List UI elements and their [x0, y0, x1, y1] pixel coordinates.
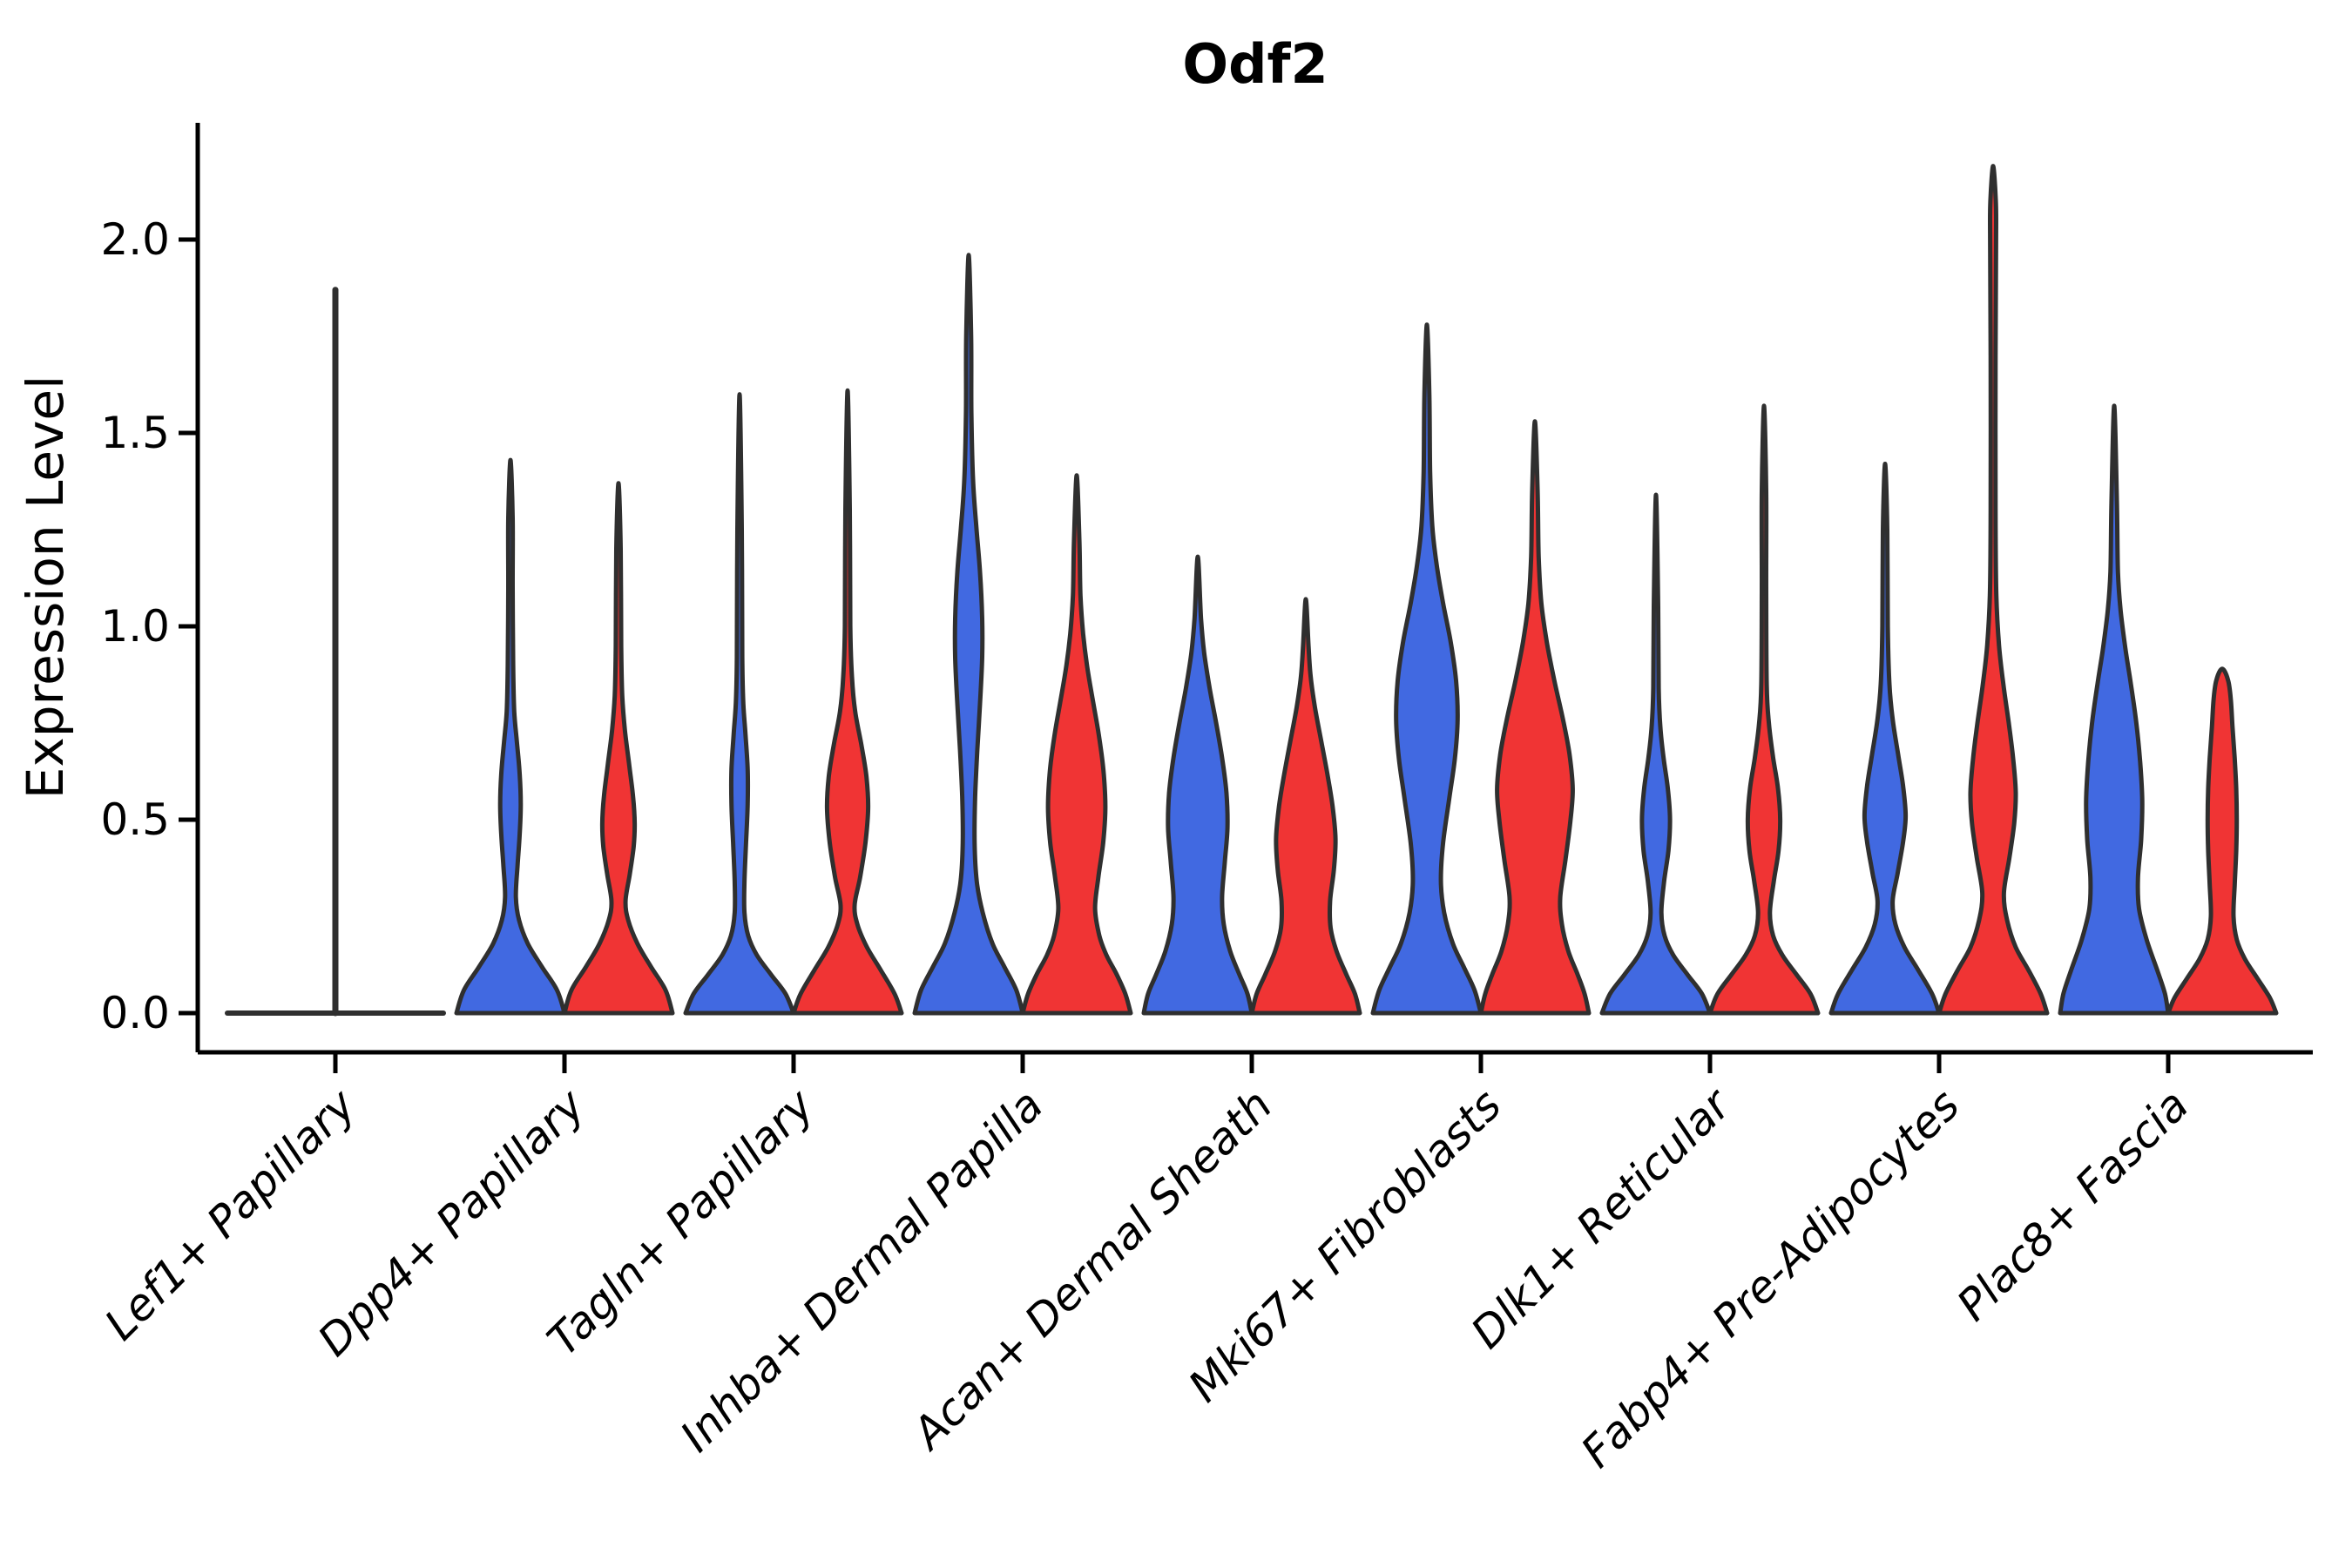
axes-layer: [179, 123, 2313, 1073]
violin-layer: [225, 164, 2279, 1017]
violin-left-dlk1-reticular: [1599, 492, 1713, 1016]
violin-right-tagln-papillary: [791, 388, 904, 1016]
y-tick-label: 1.5: [100, 408, 170, 458]
violin-left-inhba-dermal-papilla: [912, 253, 1025, 1016]
y-axis-label: Expression Level: [16, 375, 75, 799]
y-tick-label: 0.5: [100, 794, 170, 845]
x-tick-label: Lef1+ Papillary: [95, 1078, 366, 1349]
violin-right-dlk1-reticular: [1707, 403, 1821, 1016]
violin-left-plac8-fascia: [2058, 403, 2171, 1016]
x-tick-label: Fabp4+ Pre-Adipocytes: [1571, 1079, 1970, 1477]
x-tick-label: Plac8+ Fascia: [1948, 1079, 2199, 1330]
y-tick-label: 1.0: [100, 601, 170, 652]
violin-right-inhba-dermal-papilla: [1020, 473, 1133, 1016]
violin-left-acan-dermal-sheath: [1141, 554, 1254, 1016]
y-tick-label: 0.0: [100, 988, 170, 1038]
plot-title: Odf2: [1182, 32, 1328, 96]
y-tick-label: 2.0: [100, 214, 170, 265]
violin-right-fabp4-pre-adipocytes: [1936, 164, 2050, 1016]
violin-left-tagln-papillary: [683, 392, 796, 1016]
x-tick-label: Acan+ Dermal Sheath: [902, 1079, 1282, 1460]
violin-left-mki67-fibroblasts: [1370, 322, 1484, 1016]
violin-right-plac8-fascia: [2166, 666, 2279, 1016]
violin-right-acan-dermal-sheath: [1249, 597, 1362, 1016]
x-tick-label: Inhba+ Dermal Papilla: [671, 1079, 1052, 1461]
violin-right-dpp4-papillary: [562, 481, 675, 1016]
violin-left-fabp4-pre-adipocytes: [1828, 462, 1942, 1016]
violin-left-dpp4-papillary: [454, 457, 567, 1016]
violin-right-mki67-fibroblasts: [1478, 419, 1592, 1016]
